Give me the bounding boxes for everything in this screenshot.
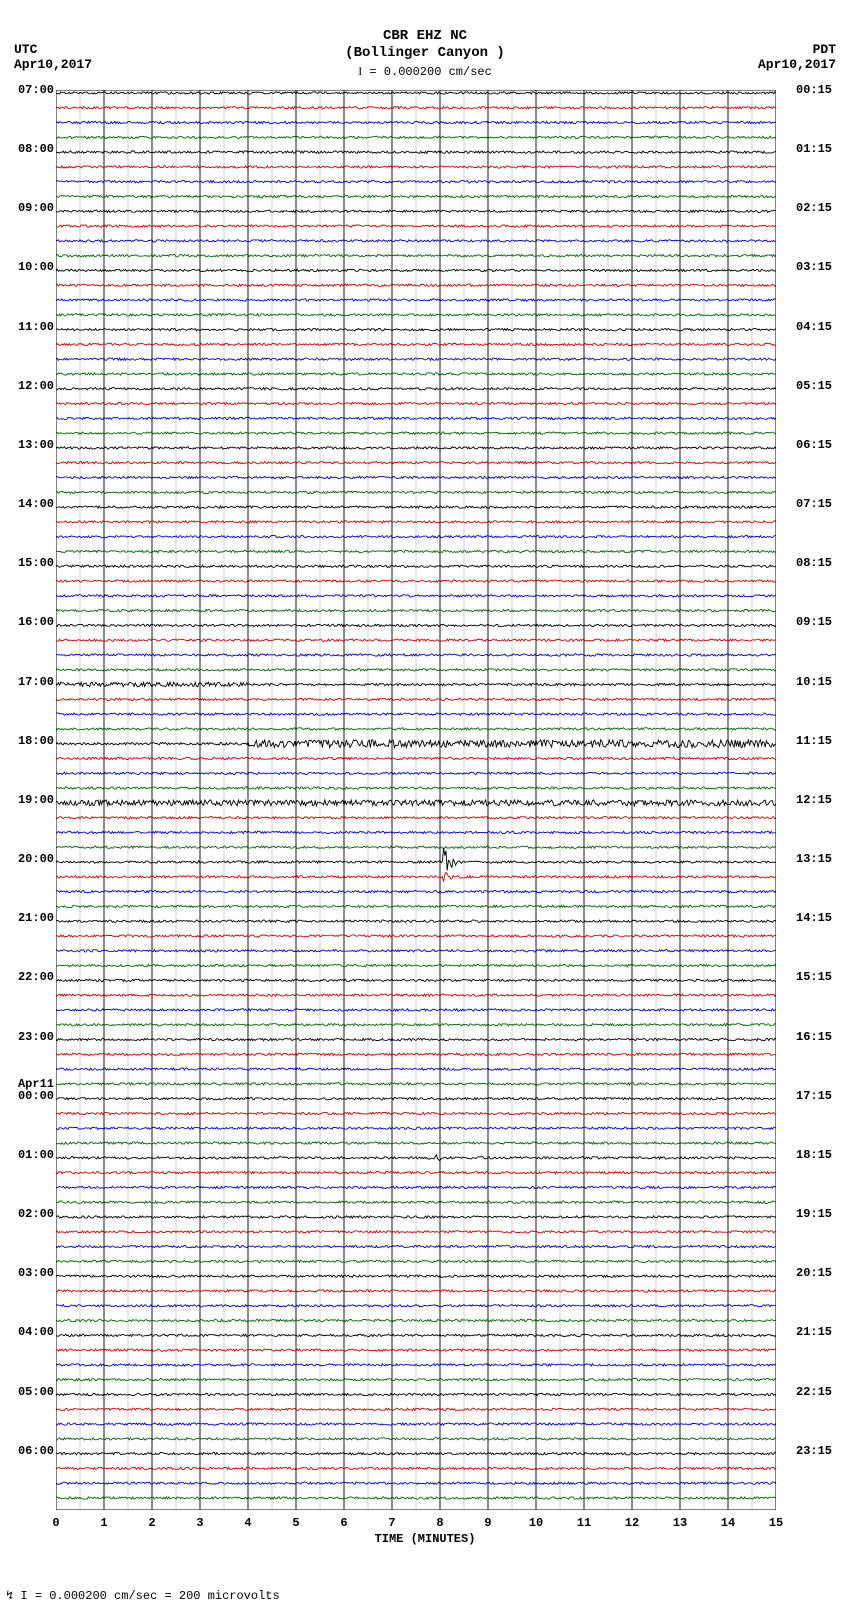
utc-time-label: 19:00 <box>10 793 54 807</box>
seismogram-svg <box>56 90 776 1510</box>
x-tick-label: 6 <box>340 1516 347 1530</box>
utc-time-label: 12:00 <box>10 379 54 393</box>
utc-time-label: 05:00 <box>10 1385 54 1399</box>
pdt-time-label: 14:15 <box>796 911 840 925</box>
utc-time-label: 04:00 <box>10 1325 54 1339</box>
pdt-time-label: 07:15 <box>796 497 840 511</box>
scale-bar-icon: I <box>358 64 362 78</box>
x-tick-label: 1 <box>100 1516 107 1530</box>
timezone-left: UTC Apr10,2017 <box>14 42 92 72</box>
header: CBR EHZ NC (Bollinger Canyon ) I = 0.000… <box>0 0 850 79</box>
pdt-time-label: 18:15 <box>796 1148 840 1162</box>
x-tick-label: 8 <box>436 1516 443 1530</box>
x-tick-label: 3 <box>196 1516 203 1530</box>
pdt-time-label: 20:15 <box>796 1266 840 1280</box>
scale-value: = 0.000200 cm/sec <box>369 65 491 79</box>
x-tick-label: 11 <box>577 1516 591 1530</box>
utc-time-label: 16:00 <box>10 615 54 629</box>
pdt-time-label: 11:15 <box>796 734 840 748</box>
x-tick-label: 15 <box>769 1516 783 1530</box>
x-tick-label: 5 <box>292 1516 299 1530</box>
utc-time-label: 02:00 <box>10 1207 54 1221</box>
utc-time-label: 01:00 <box>10 1148 54 1162</box>
station-location: (Bollinger Canyon ) <box>0 45 850 62</box>
utc-time-label: 15:00 <box>10 556 54 570</box>
tz-right-date: Apr10,2017 <box>758 57 836 72</box>
x-tick-label: 4 <box>244 1516 251 1530</box>
utc-time-label: 20:00 <box>10 852 54 866</box>
utc-time-label: 11:00 <box>10 320 54 334</box>
pdt-time-label: 02:15 <box>796 201 840 215</box>
timezone-right: PDT Apr10,2017 <box>758 42 836 72</box>
pdt-time-label: 16:15 <box>796 1030 840 1044</box>
scale-indicator: I = 0.000200 cm/sec <box>0 64 850 79</box>
pdt-time-label: 01:15 <box>796 142 840 156</box>
x-tick-label: 10 <box>529 1516 543 1530</box>
tz-right-label: PDT <box>758 42 836 57</box>
pdt-time-label: 19:15 <box>796 1207 840 1221</box>
utc-time-label: 07:00 <box>10 83 54 97</box>
pdt-time-label: 08:15 <box>796 556 840 570</box>
utc-time-label: 03:00 <box>10 1266 54 1280</box>
footer-symbol: ↯ I <box>6 1589 28 1603</box>
utc-time-label: 14:00 <box>10 497 54 511</box>
plot-area <box>56 90 776 1510</box>
utc-time-label: 17:00 <box>10 675 54 689</box>
pdt-time-label: 10:15 <box>796 675 840 689</box>
station-code: CBR EHZ NC <box>0 28 850 45</box>
pdt-time-label: 09:15 <box>796 615 840 629</box>
x-tick-label: 0 <box>52 1516 59 1530</box>
pdt-time-label: 17:15 <box>796 1089 840 1103</box>
utc-time-label: 23:00 <box>10 1030 54 1044</box>
utc-time-label: 22:00 <box>10 970 54 984</box>
pdt-time-label: 22:15 <box>796 1385 840 1399</box>
x-tick-label: 2 <box>148 1516 155 1530</box>
x-tick-label: 12 <box>625 1516 639 1530</box>
utc-time-label: 10:00 <box>10 260 54 274</box>
footer-text: = 0.000200 cm/sec = 200 microvolts <box>35 1589 280 1603</box>
seismogram-container: CBR EHZ NC (Bollinger Canyon ) I = 0.000… <box>0 0 850 1613</box>
pdt-time-label: 03:15 <box>796 260 840 274</box>
pdt-time-label: 12:15 <box>796 793 840 807</box>
utc-time-label: 06:00 <box>10 1444 54 1458</box>
x-tick-label: 13 <box>673 1516 687 1530</box>
utc-time-label: 00:00 <box>10 1089 54 1103</box>
pdt-time-label: 05:15 <box>796 379 840 393</box>
x-tick-label: 9 <box>484 1516 491 1530</box>
utc-time-label: 08:00 <box>10 142 54 156</box>
pdt-time-label: 15:15 <box>796 970 840 984</box>
x-axis-label: TIME (MINUTES) <box>0 1532 850 1546</box>
pdt-time-label: 13:15 <box>796 852 840 866</box>
tz-left-date: Apr10,2017 <box>14 57 92 72</box>
utc-time-label: 09:00 <box>10 201 54 215</box>
utc-time-label: 18:00 <box>10 734 54 748</box>
pdt-time-label: 04:15 <box>796 320 840 334</box>
x-tick-label: 7 <box>388 1516 395 1530</box>
tz-left-label: UTC <box>14 42 92 57</box>
utc-time-label: 21:00 <box>10 911 54 925</box>
x-tick-label: 14 <box>721 1516 735 1530</box>
utc-time-label: 13:00 <box>10 438 54 452</box>
pdt-time-label: 06:15 <box>796 438 840 452</box>
pdt-time-label: 00:15 <box>796 83 840 97</box>
pdt-time-label: 21:15 <box>796 1325 840 1339</box>
footer-scale: ↯ I = 0.000200 cm/sec = 200 microvolts <box>0 1588 280 1603</box>
pdt-time-label: 23:15 <box>796 1444 840 1458</box>
